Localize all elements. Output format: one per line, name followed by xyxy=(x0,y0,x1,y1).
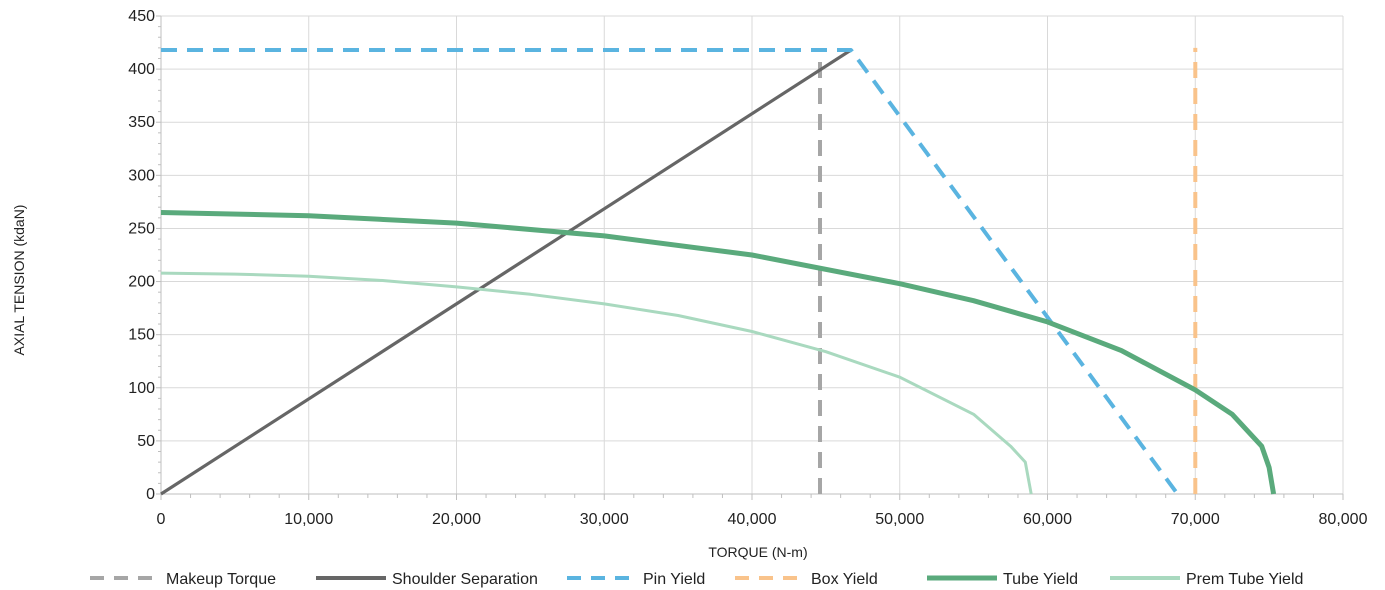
x-tick-label: 10,000 xyxy=(284,511,333,528)
legend-item: Pin Yield xyxy=(567,571,705,588)
y-tick-label: 300 xyxy=(128,167,155,184)
y-tick-label: 50 xyxy=(137,433,155,450)
y-tick-label: 200 xyxy=(128,274,155,291)
legend-label: Pin Yield xyxy=(643,571,705,588)
x-tick-label: 20,000 xyxy=(432,511,481,528)
y-tick-label: 350 xyxy=(128,114,155,131)
y-tick-label: 450 xyxy=(128,8,155,25)
legend-item: Box Yield xyxy=(735,571,878,588)
x-tick-label: 80,000 xyxy=(1319,511,1368,528)
y-tick-label: 400 xyxy=(128,61,155,78)
y-tick-label: 250 xyxy=(128,220,155,237)
legend-label: Box Yield xyxy=(811,571,878,588)
x-tick-labels: 0 10,000 20,000 30,000 40,000 50,000 60,000 70,… xyxy=(157,511,1368,528)
series-layer xyxy=(160,47,1277,496)
x-tick-label: 40,000 xyxy=(728,511,777,528)
legend-item: Makeup Torque xyxy=(90,571,276,588)
y-tick-labels: 0 50 100 150 200 250 300 350 400 450 xyxy=(128,8,155,503)
y-axis-title: AXIAL TENSION (kdaN) xyxy=(11,205,27,356)
x-tick-label: 60,000 xyxy=(1023,511,1072,528)
series-line-shoulder-separation xyxy=(160,48,852,496)
x-tick-label: 50,000 xyxy=(875,511,924,528)
legend-label: Shoulder Separation xyxy=(392,571,538,588)
y-tick-label: 100 xyxy=(128,380,155,397)
legend-label: Prem Tube Yield xyxy=(1186,571,1303,588)
x-tick-label: 30,000 xyxy=(580,511,629,528)
axes xyxy=(156,15,1344,500)
x-axis-title: TORQUE (N-m) xyxy=(708,544,807,560)
legend-item: Tube Yield xyxy=(927,571,1078,588)
series-line-prem-tube-yield xyxy=(160,271,1033,495)
legend-item: Prem Tube Yield xyxy=(1110,571,1303,588)
series-line-pin-yield xyxy=(161,48,1180,496)
legend-label: Makeup Torque xyxy=(166,571,276,588)
y-tick-label: 150 xyxy=(128,327,155,344)
x-tick-label: 70,000 xyxy=(1171,511,1220,528)
legend: Makeup Torque Shoulder Separation Pin Yiel… xyxy=(90,571,1303,588)
legend-item: Shoulder Separation xyxy=(316,571,538,588)
y-tick-label: 0 xyxy=(146,486,155,503)
legend-label: Tube Yield xyxy=(1003,571,1078,588)
x-tick-label: 0 xyxy=(157,511,166,528)
series-line-tube-yield xyxy=(160,210,1277,495)
